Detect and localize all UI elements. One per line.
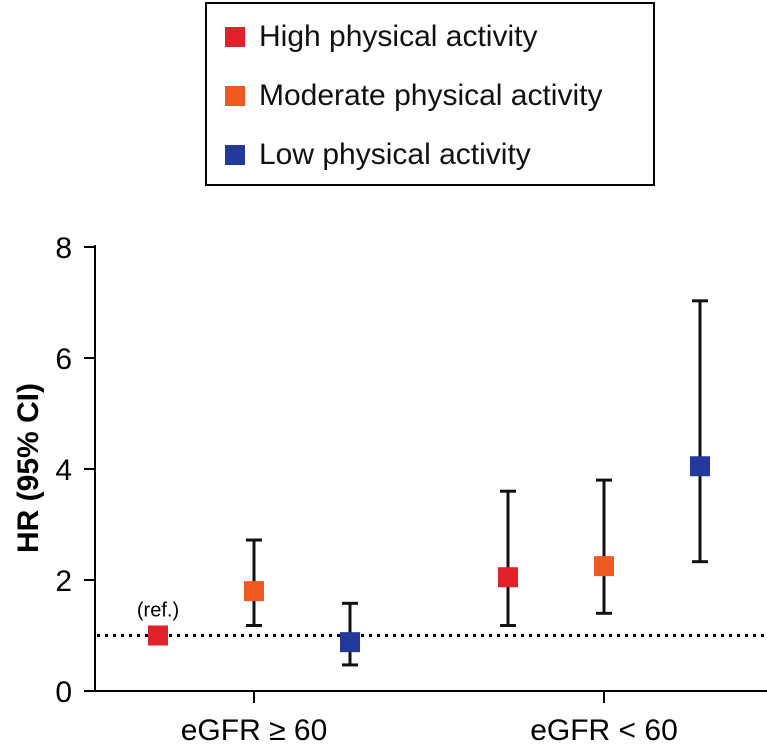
legend-swatch-low	[225, 145, 245, 165]
legend-label-high: High physical activity	[259, 20, 538, 53]
legend-label-low: Low physical activity	[259, 138, 531, 171]
x-tick-label: eGFR ≥ 60	[181, 714, 328, 745]
hr-point	[244, 581, 264, 602]
hr-point	[690, 456, 710, 477]
data-points	[148, 456, 710, 653]
y-tick-label: 0	[55, 676, 72, 709]
y-ticks: 0 2 4 6 8	[55, 232, 95, 709]
hr-point	[594, 556, 614, 577]
y-tick-label: 2	[55, 565, 72, 598]
legend-swatch-moderate	[225, 86, 245, 106]
legend-item-low: Low physical activity	[225, 138, 531, 172]
y-axis-label: HR (95% CI)	[12, 383, 45, 553]
legend-item-moderate: Moderate physical activity	[225, 79, 602, 113]
y-tick-label: 8	[55, 232, 72, 265]
y-tick-label: 4	[55, 454, 72, 487]
hr-point	[340, 632, 360, 653]
legend: High physical activity Moderate physical…	[205, 2, 655, 186]
legend-item-high: High physical activity	[225, 20, 537, 54]
hr-point	[148, 625, 168, 646]
legend-swatch-high	[225, 27, 245, 47]
legend-label-moderate: Moderate physical activity	[259, 79, 603, 112]
hr-point	[498, 567, 518, 588]
error-bars	[246, 299, 708, 667]
y-tick-label: 6	[55, 343, 72, 376]
ref-annotation: (ref.)	[137, 600, 179, 622]
x-tick-label: eGFR < 60	[530, 714, 678, 745]
x-ticks: eGFR ≥ 60 eGFR < 60	[181, 691, 678, 745]
